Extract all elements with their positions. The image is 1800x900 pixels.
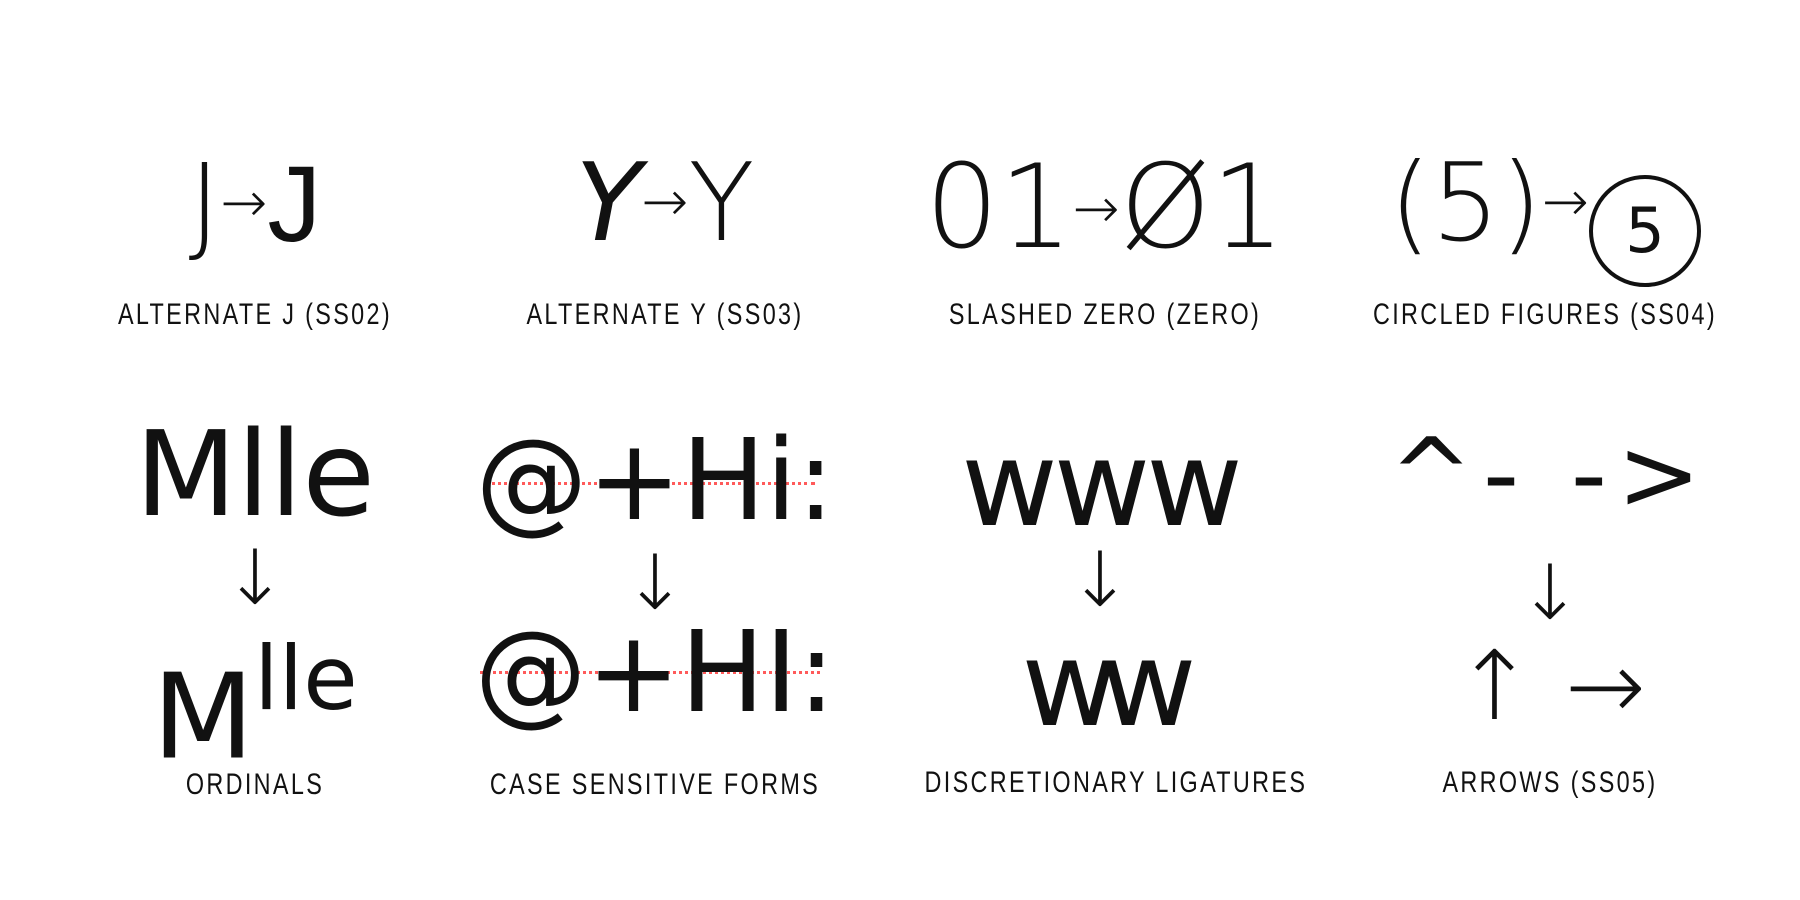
caption-alternate-j: ALTERNATE J (SS02) <box>117 298 392 331</box>
case-before-sample: @+Hi: <box>475 416 835 546</box>
before-glyph: J <box>188 142 221 267</box>
right-arrow-icon: → <box>1542 169 1589 235</box>
feature-alternate-y: Y→Y ALTERNATE Y (SS03) <box>440 0 890 360</box>
caption-arrows: ARROWS (SS05) <box>1442 766 1658 799</box>
case-after-sample: @+HI: <box>474 608 836 738</box>
caption-slashed-zero: SLASHED ZERO (ZERO) <box>948 298 1262 331</box>
down-arrow-icon: ↓ <box>1068 535 1132 624</box>
feature-discretionary-ligatures: www ↓ ww DISCRETIONARY LIGATURES <box>875 380 1325 820</box>
feature-slashed-zero: 01→Ø1 SLASHED ZERO (ZERO) <box>880 0 1330 360</box>
right-arrow-icon: → <box>1072 176 1120 242</box>
down-arrow-icon: ↓ <box>1518 548 1582 637</box>
case-guide-line-top <box>485 482 815 485</box>
caption-case-sensitive-forms: CASE SENSITIVE FORMS <box>489 768 821 801</box>
circled-five-glyph: 5 <box>1588 175 1701 287</box>
after-glyph: Y <box>688 141 755 266</box>
down-arrow-icon: ↓ <box>223 533 287 622</box>
case-guide-line-bottom <box>480 671 820 674</box>
ligatures-after-sample: ww <box>1021 615 1196 753</box>
arrows-after-sample: ↑ → <box>1454 630 1646 742</box>
before-glyph: 01 <box>925 140 1073 275</box>
alternate-j-sample: J→J <box>30 150 480 259</box>
feature-circled-figures: (5)→ 5 CIRCLED FIGURES (SS04) <box>1320 0 1770 360</box>
after-glyph: J <box>267 143 322 264</box>
alternate-y-sample: Y→Y <box>440 150 890 258</box>
caption-ordinals: ORDINALS <box>185 768 325 801</box>
right-arrow-icon: → <box>220 170 268 236</box>
caption-alternate-y: ALTERNATE Y (SS03) <box>526 298 804 331</box>
arrows-before-sample: ^- -> <box>1389 416 1711 533</box>
right-arrow-icon: → <box>641 169 689 235</box>
ligatures-before-sample: www <box>961 415 1243 553</box>
feature-alternate-j: J→J ALTERNATE J (SS02) <box>30 0 480 360</box>
after-glyph: Ø1 <box>1119 140 1285 275</box>
ordinal-superscript-glyph: lle <box>254 627 358 730</box>
before-glyph: Y <box>575 141 642 266</box>
ordinal-base-glyph: M <box>152 647 255 786</box>
down-arrow-icon: ↓ <box>623 538 687 627</box>
ordinals-before-sample: Mlle <box>135 405 375 543</box>
feature-case-sensitive-forms: @+Hi: ↓ @+HI: CASE SENSITIVE FORMS <box>430 380 880 820</box>
circled-figures-sample: (5)→ 5 <box>1320 150 1770 287</box>
before-glyph: (5) <box>1389 141 1543 266</box>
feature-arrows: ^- -> ↓ ↑ → ARROWS (SS05) <box>1325 380 1775 820</box>
feature-ordinals: Mlle ↓ Mlle ORDINALS <box>30 380 480 820</box>
slashed-zero-sample: 01→Ø1 <box>880 150 1330 266</box>
caption-discretionary-ligatures: DISCRETIONARY LIGATURES <box>924 766 1308 799</box>
caption-circled-figures: CIRCLED FIGURES (SS04) <box>1372 298 1718 331</box>
ordinals-after-sample: Mlle <box>30 634 480 775</box>
